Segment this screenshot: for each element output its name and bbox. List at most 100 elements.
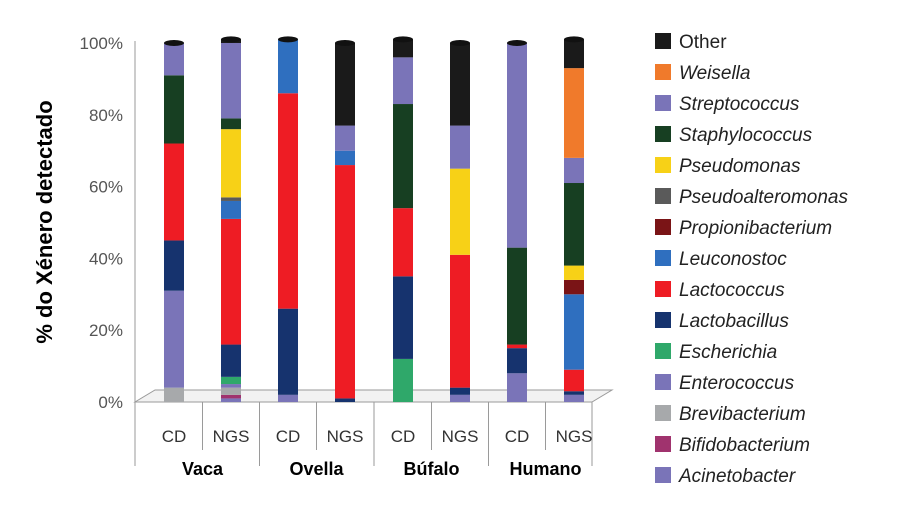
bar-segment <box>507 344 527 349</box>
group-label: Vaca <box>182 459 224 479</box>
legend-label: Leuconostoc <box>679 249 787 270</box>
bar-top-cap <box>450 40 470 46</box>
x-tick-label: CD <box>276 427 301 446</box>
bar-segment <box>450 43 470 126</box>
legend-label: Escherichia <box>679 342 777 363</box>
bar-segment <box>450 387 470 395</box>
bar-segment <box>393 104 413 209</box>
bar-segment <box>450 168 470 255</box>
legend-swatch <box>655 281 671 297</box>
bar-segment <box>450 254 470 388</box>
bar-segment <box>221 394 241 399</box>
bar-segment <box>221 376 241 385</box>
bar-top-cap <box>278 36 298 43</box>
bar-segment <box>335 150 355 166</box>
x-tick-label: NGS <box>556 427 593 446</box>
bar-segment <box>393 358 413 402</box>
bar-top-cap <box>507 40 527 46</box>
bar-segment <box>164 43 184 76</box>
legend-swatch <box>655 126 671 142</box>
y-tick-label: 0% <box>98 393 123 412</box>
bar-segment <box>564 294 584 370</box>
legend-swatch <box>655 250 671 266</box>
bar-segment <box>278 93 298 309</box>
bar-segment <box>450 394 470 402</box>
bar-segment <box>164 240 184 291</box>
legend-label: Bifidobacterium <box>679 435 810 456</box>
group-label: Ovella <box>289 459 344 479</box>
legend-label: Pseudoalteromonas <box>679 187 848 208</box>
bar-segment <box>564 183 584 266</box>
legend-label: Streptococcus <box>679 94 800 115</box>
legend-swatch <box>655 157 671 173</box>
legend-label: Weisella <box>679 63 750 84</box>
legend-swatch <box>655 436 671 452</box>
bar-segment <box>564 391 584 395</box>
legend-swatch <box>655 188 671 204</box>
y-tick-label: 80% <box>89 106 123 125</box>
bar-segment <box>564 265 584 280</box>
labels-layer: CD NGS CD NGS CD NGS CD NGS Vaca Ovella Búfalo Huma… <box>162 427 593 479</box>
group-label: Búfalo <box>404 459 460 479</box>
bar-segment <box>335 398 355 402</box>
legend-swatch <box>655 405 671 421</box>
bar-segment <box>564 394 584 402</box>
bar-segment <box>564 68 584 158</box>
legend-swatch <box>655 64 671 80</box>
bar-segment <box>507 348 527 374</box>
bar-segment <box>564 157 584 184</box>
bar-segment <box>507 247 527 345</box>
y-tick-label: 20% <box>89 321 123 340</box>
bar-segment <box>393 276 413 359</box>
bar-segment <box>507 43 527 248</box>
legend-label: Lactobacillus <box>679 311 789 332</box>
legend-swatch <box>655 312 671 328</box>
bar-segment <box>221 197 241 201</box>
bar-segment <box>393 208 413 277</box>
bar-segment <box>164 387 184 402</box>
y-axis-label: % do Xénero detectado <box>32 100 57 343</box>
x-tick-label: NGS <box>327 427 364 446</box>
bar-segment <box>393 39 413 58</box>
bar-segment <box>221 398 241 402</box>
bar-segment <box>393 57 413 105</box>
legend-label: Pseudomonas <box>679 156 801 177</box>
bar-segment <box>164 143 184 241</box>
y-tick-label: 100% <box>80 34 123 53</box>
bar-segment <box>278 394 298 402</box>
bar-segment <box>564 369 584 392</box>
group-label: Humano <box>510 459 582 479</box>
bar-segment <box>507 373 527 402</box>
bar-segment <box>221 118 241 130</box>
bar-top-cap <box>393 36 413 43</box>
legend-label: Propionibacterium <box>679 218 832 239</box>
legend-swatch <box>655 95 671 111</box>
legend-label: Other <box>679 32 727 53</box>
legend-label: Acinetobacter <box>678 466 796 487</box>
legend-label: Lactococcus <box>679 280 785 301</box>
legend-label: Staphylococcus <box>679 125 813 146</box>
y-tick-label: 40% <box>89 249 123 268</box>
bar-segment <box>221 129 241 198</box>
bar-segment <box>221 200 241 219</box>
bar-segment <box>278 39 298 94</box>
legend-swatch <box>655 374 671 390</box>
bar-segment <box>335 125 355 151</box>
chart-floor <box>133 389 614 403</box>
x-tick-label: CD <box>391 427 416 446</box>
x-tick-label: CD <box>162 427 187 446</box>
bar-segment <box>335 43 355 126</box>
bar-segment <box>564 39 584 69</box>
legend-swatch <box>655 467 671 483</box>
bar-segment <box>221 43 241 119</box>
bars-layer <box>164 36 584 402</box>
legend: Other Weisella Streptococcus Staphylococcus… <box>655 32 848 487</box>
legend-swatch <box>655 343 671 359</box>
x-tick-label: NGS <box>213 427 250 446</box>
bar-segment <box>278 308 298 395</box>
legend-label: Enterococcus <box>679 373 795 394</box>
bar-segment <box>221 387 241 395</box>
legend-label: Brevibacterium <box>679 404 806 425</box>
bar-segment <box>564 279 584 295</box>
